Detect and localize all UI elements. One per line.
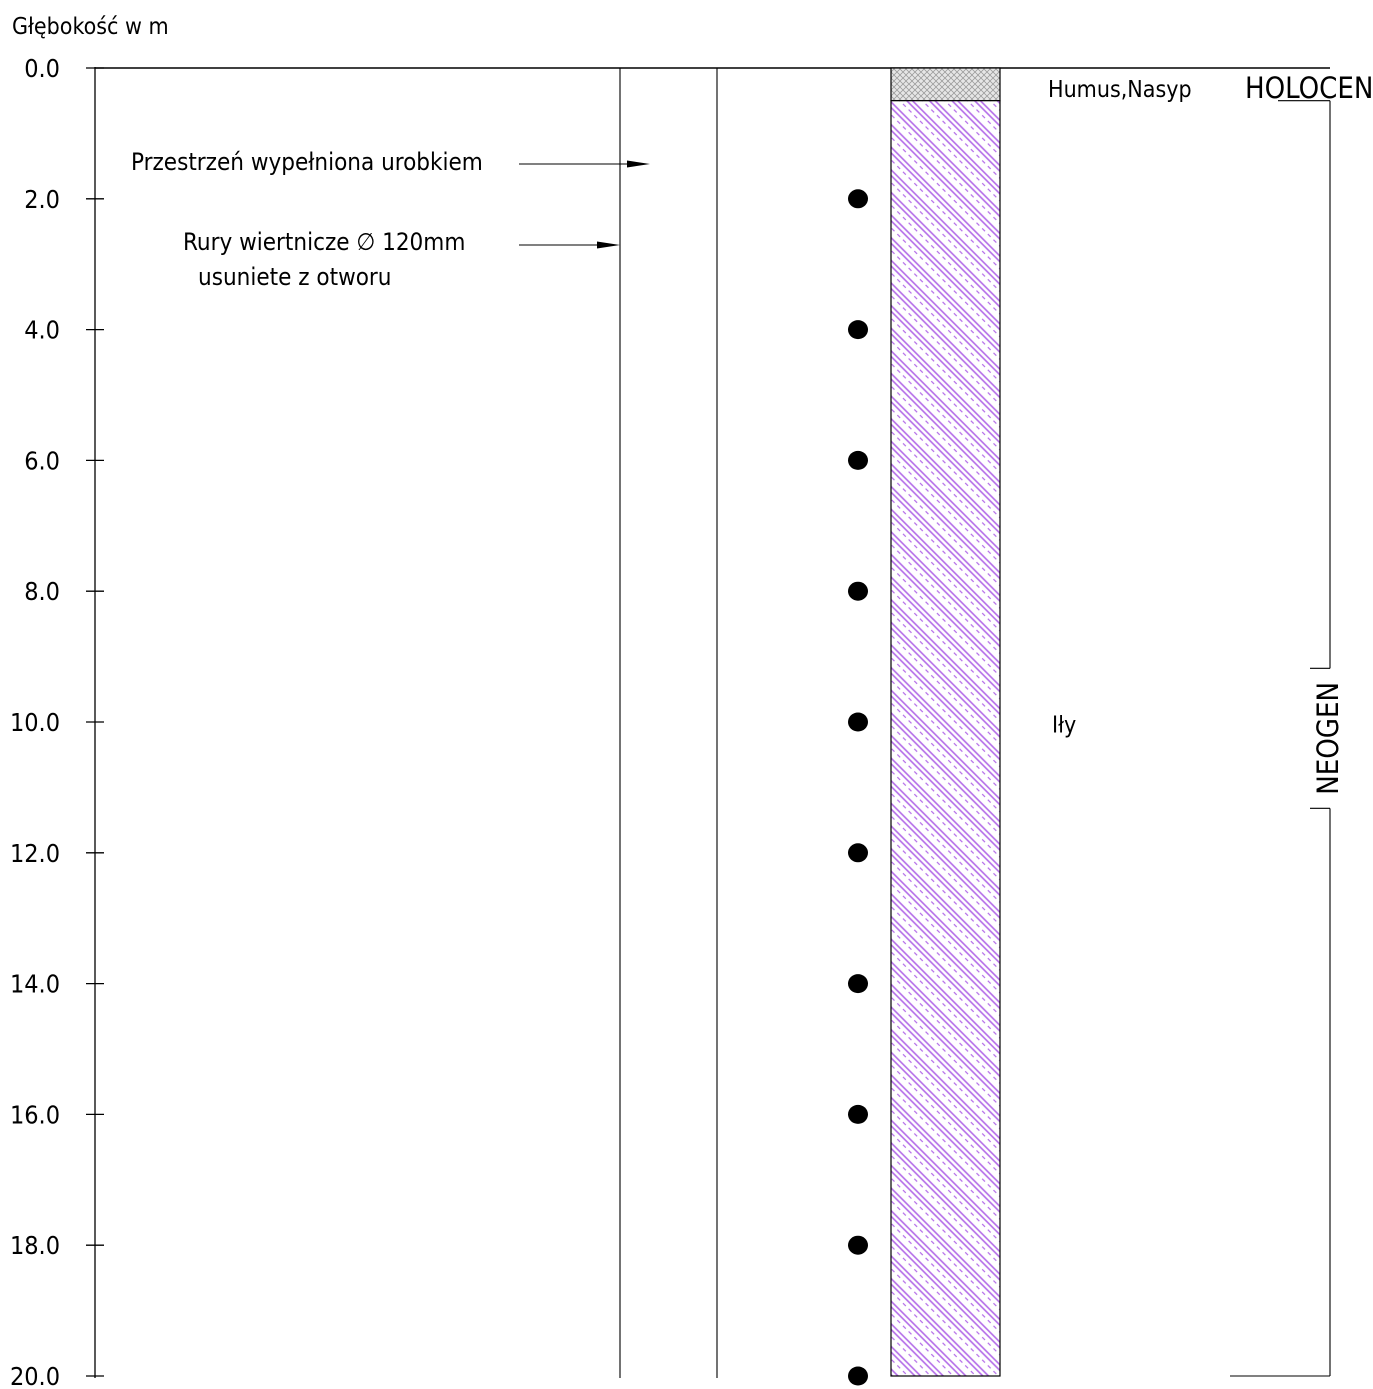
depth-tick-label: 10.0 [10,708,60,737]
depth-tick-label: 12.0 [10,839,60,868]
fill-annotation: Przestrzeń wypełniona urobkiem [131,148,483,176]
depth-tick-label: 8.0 [24,577,60,606]
depth-tick-label: 14.0 [10,970,60,999]
stratigraphy-column: HOLOCEN NEOGEN [1230,71,1373,1377]
depth-axis-title: Głębokość w m [12,14,169,40]
stratigraphy-label: NEOGEN [1311,682,1345,795]
fill-annotation-arrowhead [627,160,650,168]
sample-dot [848,712,868,732]
sample-dot [848,450,868,470]
depth-tick-labels: 0.0 2.0 4.0 6.0 8.0 10.0 12.0 14.0 16.0 18.0 20.0 [10,54,60,1389]
lithology-labels: Humus,Nasyp Iły [1048,77,1192,738]
sample-dot [848,843,868,863]
sample-dot [848,320,868,340]
sample-points [848,189,868,1386]
sample-dot [848,1235,868,1255]
casing-annotation-arrowhead [597,241,620,249]
depth-tick-label: 4.0 [24,316,60,345]
sample-dot [848,581,868,601]
sample-dot [848,189,868,209]
casing-annotation-line2: usuniete z otworu [198,263,392,291]
lithology-layer [890,67,1001,102]
depth-tick-label: 20.0 [10,1362,60,1389]
lithology-layer-label: Humus,Nasyp [1048,77,1192,103]
depth-ticks [86,67,104,1377]
sample-dot [848,1366,868,1386]
lithology-column [890,67,1001,1377]
sample-dot [848,974,868,994]
stratigraphy-label: HOLOCEN [1245,71,1373,105]
depth-tick-label: 0.0 [24,54,60,83]
lithology-layer-label: Iły [1052,712,1076,738]
casing-annotation-line1: Rury wiertnicze ∅ 120mm [183,228,465,256]
depth-tick-label: 16.0 [10,1100,60,1129]
sample-dot [848,1104,868,1124]
depth-tick-label: 2.0 [24,185,60,214]
depth-tick-label: 18.0 [10,1231,60,1260]
lithology-layer [890,100,1001,1377]
depth-tick-label: 6.0 [24,446,60,475]
